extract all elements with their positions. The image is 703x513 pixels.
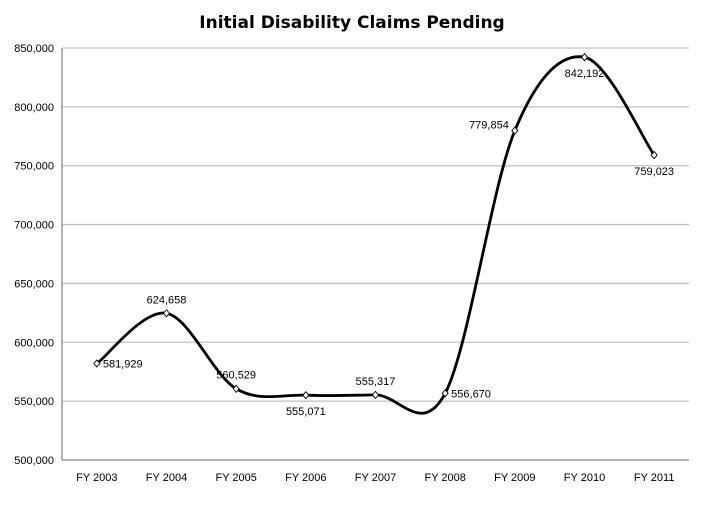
- data-point-marker: [162, 309, 171, 318]
- data-labels: 581,929 624,658 560,529 555,071 555,317 556,6…: [103, 68, 674, 418]
- data-label: 779,854: [469, 120, 509, 132]
- chart-title: Initial Disability Claims Pending: [199, 13, 504, 33]
- x-tick-label: FY 2009: [494, 472, 535, 484]
- y-axis: 500,000 550,000 600,000 650,000 700,000 750,0…: [14, 43, 63, 467]
- y-tick-label: 800,000: [14, 102, 54, 114]
- series-line: [93, 52, 658, 415]
- y-tick-label: 650,000: [14, 278, 54, 290]
- data-point-marker: [302, 390, 310, 400]
- x-tick-label: FY 2006: [285, 472, 326, 484]
- y-tick-label: 500,000: [14, 455, 54, 467]
- data-point-marker: [650, 150, 658, 160]
- gridlines: [62, 47, 689, 402]
- x-tick-label: FY 2011: [634, 472, 675, 484]
- x-tick-label: FY 2004: [146, 472, 187, 484]
- data-label: 581,929: [103, 359, 143, 371]
- x-tick-label: FY 2003: [76, 472, 117, 484]
- y-tick-label: 850,000: [14, 43, 54, 55]
- data-point-marker: [580, 52, 589, 62]
- x-tick-label: FY 2008: [424, 472, 465, 484]
- x-tick-label: FY 2005: [215, 472, 256, 484]
- data-label: 759,023: [634, 166, 674, 178]
- y-tick-label: 550,000: [14, 396, 54, 408]
- data-label: 842,192: [565, 68, 605, 80]
- data-point-marker: [441, 389, 449, 398]
- y-tick-label: 600,000: [14, 337, 54, 349]
- data-point-marker: [93, 359, 101, 368]
- y-tick-label: 700,000: [14, 220, 54, 232]
- y-tick-label: 750,000: [14, 161, 54, 173]
- x-tick-label: FY 2007: [355, 472, 396, 484]
- data-label: 555,071: [286, 406, 326, 418]
- data-label: 560,529: [216, 370, 256, 382]
- x-axis: FY 2003 FY 2004 FY 2005 FY 2006 FY 2007 FY 20…: [62, 459, 689, 484]
- data-label: 555,317: [356, 376, 396, 388]
- data-label: 624,658: [147, 294, 187, 306]
- data-point-marker: [232, 384, 240, 393]
- data-label: 556,670: [451, 388, 491, 400]
- x-tick-label: FY 2010: [564, 472, 605, 484]
- series-path: [95, 55, 656, 415]
- data-point-marker: [511, 126, 519, 135]
- data-point-marker: [371, 390, 380, 400]
